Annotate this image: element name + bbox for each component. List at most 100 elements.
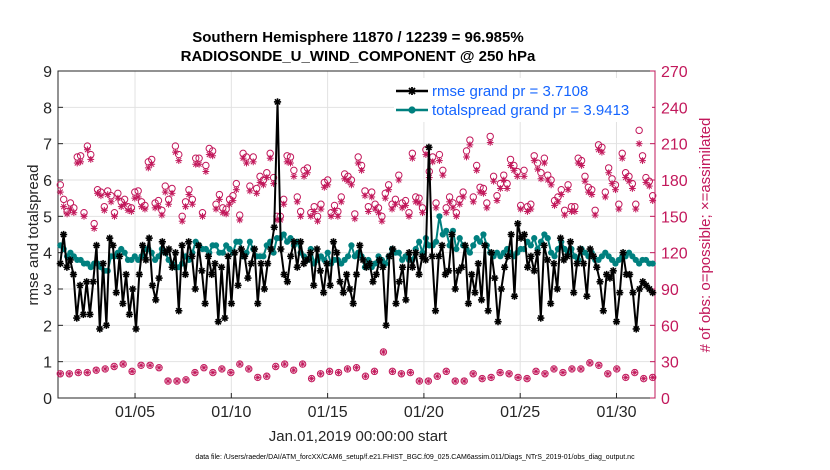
obs-assimilated-point-98 (388, 205, 396, 213)
obs-assimilated-point-144 (544, 176, 552, 184)
rmse-point-81 (323, 259, 331, 268)
rmse-point-122 (458, 263, 466, 271)
obs-low-assimilated-point-25 (282, 361, 288, 367)
obs-assimilated-point-19 (121, 200, 129, 208)
obs-assimilated-point-53 (236, 216, 244, 224)
obs-low-point-48 (487, 373, 495, 382)
obs-assimilated-point-43 (202, 168, 210, 175)
obs-assimilated-point-18 (117, 203, 125, 211)
obs-low-point-17 (209, 368, 217, 377)
spread-point-122 (470, 242, 477, 249)
obs-low-assimilated-point-30 (326, 368, 333, 374)
rmse-point-112 (425, 143, 433, 151)
obs-assimilated-point-152 (571, 208, 579, 215)
obs-assimilated-point-56 (246, 187, 254, 195)
obs-low-point-2 (74, 368, 82, 377)
y-tick-label-4: 4 (43, 246, 52, 263)
y-axis-right: 0 30 60 90 120 150 180 210 240 270 (650, 64, 688, 408)
obs-low-point-59 (586, 359, 594, 367)
rmse-point-133 (494, 318, 502, 326)
obs-low-point-60 (595, 361, 603, 369)
obs-possible-point-127 (486, 132, 494, 141)
rmse-point-91 (356, 241, 364, 249)
obs-possible-point-171 (635, 126, 643, 135)
obs-assimilated-point-115 (446, 198, 453, 206)
obs-assimilated-point-128 (490, 177, 497, 185)
rmse-point-19 (119, 299, 127, 308)
rmse-point-66 (273, 98, 282, 106)
obs-assimilated-point-36 (178, 217, 186, 225)
rmse-point-111 (422, 256, 430, 264)
obs-assimilated-point-102 (402, 202, 409, 209)
obs-assimilated-point-125 (480, 189, 487, 197)
rmse-point-135 (500, 263, 509, 271)
y2-tick-label-4: 120 (661, 246, 688, 263)
rmse-point-58 (247, 259, 255, 268)
x-tick-label-1: 01/10 (211, 404, 251, 421)
obs-assimilated-point-168 (625, 177, 633, 185)
rmse-point-49 (217, 263, 226, 271)
obs-assimilated-point-145 (547, 181, 555, 189)
obs-assimilated-point-66 (280, 200, 288, 208)
rmse-point-100 (385, 252, 394, 260)
obs-low-assimilated-point-55 (551, 366, 557, 372)
spread-point-66 (280, 231, 287, 238)
spread-point-117 (453, 245, 460, 253)
spread-point-46 (212, 242, 220, 249)
obs-assimilated-point-101 (398, 204, 406, 212)
obs-assimilated-point-80 (327, 212, 335, 220)
obs-low-point-29 (316, 370, 325, 378)
y2-tick-label-7: 210 (661, 137, 688, 154)
rmse-point-128 (477, 296, 486, 304)
obs-low-assimilated-point-2 (75, 369, 81, 376)
rmse-point-64 (267, 245, 275, 253)
spread-point-56 (246, 238, 253, 245)
obs-assimilated-point-163 (608, 180, 616, 188)
obs-assimilated-point-157 (588, 191, 596, 198)
y-axis-left-label: rmse and totalspread (25, 165, 42, 306)
obs-assimilated-point-142 (537, 175, 545, 183)
rmse-point-69 (283, 278, 291, 286)
spread-point-100 (395, 249, 402, 256)
obs-low-point-47 (478, 374, 486, 383)
obs-low-point-19 (227, 368, 235, 377)
rmse-point-124 (464, 299, 472, 308)
rmse-point-86 (339, 289, 347, 297)
obs-low-assimilated-point-62 (614, 366, 620, 372)
obs-low-assimilated-point-39 (407, 369, 413, 376)
rmse-point-11 (92, 241, 101, 249)
obs-low-point-65 (640, 374, 648, 383)
rmse-point-102 (392, 299, 400, 308)
obs-low-assimilated-point-65 (641, 376, 647, 382)
obs-low-assimilated-point-24 (273, 363, 279, 370)
y-tick-label-9: 9 (43, 64, 52, 81)
rmse-point-174 (629, 289, 637, 297)
obs-low-assimilated-point-57 (569, 366, 575, 372)
obs-low-point-5 (101, 365, 109, 373)
rmse-point-87 (343, 270, 351, 279)
rmse-point-143 (527, 252, 535, 260)
obs-low-assimilated-point-20 (237, 361, 243, 367)
rmse-point-130 (484, 307, 492, 315)
obs-low-assimilated-point-21 (246, 366, 252, 372)
obs-assimilated-point-54 (239, 154, 247, 162)
obs-low-point-32 (343, 365, 352, 373)
rmse-point-70 (287, 252, 295, 260)
obs-assimilated-point-4 (70, 209, 78, 217)
obs-assimilated-point-146 (551, 202, 558, 209)
obs-assimilated-point-103 (405, 212, 413, 220)
spread-point-125 (480, 231, 487, 238)
obs-assimilated-point-86 (348, 181, 355, 189)
obs-assimilated-point-137 (520, 172, 528, 180)
rmse-point-150 (550, 259, 558, 268)
rmse-point-170 (616, 289, 624, 297)
obs-assimilated-point-92 (368, 193, 376, 201)
spread-point-146 (551, 253, 558, 260)
obs-assimilated-point-46 (212, 205, 220, 213)
obs-low-point-55 (550, 365, 558, 373)
obs-low-assimilated-point-41 (425, 378, 431, 384)
rmse-point-160 (583, 292, 591, 300)
data-file-footer: data file: /Users/raeder/DAI/ATM_forcXX/… (195, 454, 635, 461)
obs-low-point-62 (613, 365, 621, 373)
obs-assimilated-point-16 (111, 212, 118, 220)
